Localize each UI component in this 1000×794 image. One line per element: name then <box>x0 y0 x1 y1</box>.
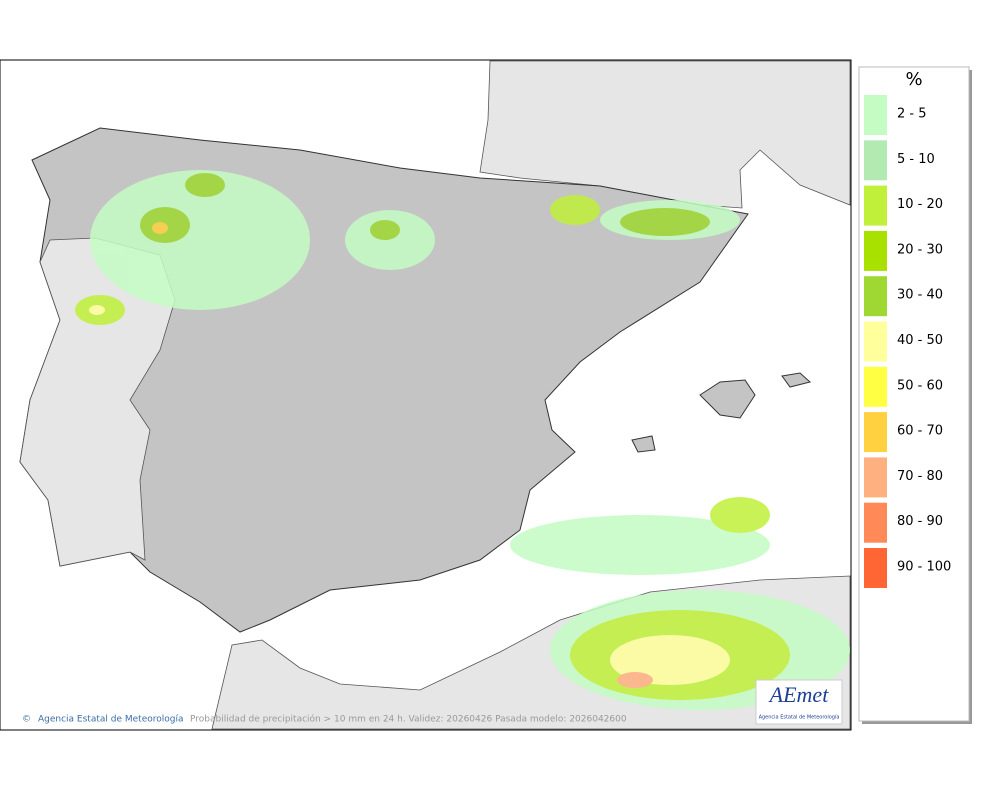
legend-swatch <box>864 457 887 498</box>
precip-area <box>550 195 600 225</box>
legend-label: 40 - 50 <box>897 333 943 348</box>
legend-swatch <box>864 321 887 362</box>
legend: % 2 - 5 5 - 10 10 - 20 20 - 30 30 - 40 40 - 5… <box>858 66 972 724</box>
mallorca <box>699 379 756 419</box>
menorca <box>781 372 812 388</box>
legend-label: 5 - 10 <box>897 152 935 167</box>
precip-area <box>185 173 225 197</box>
france <box>479 60 851 209</box>
legend-swatch <box>864 412 887 453</box>
map: © Agencia Estatal de Meteorología Probab… <box>0 59 852 731</box>
precip-area <box>152 222 168 234</box>
legend-swatch <box>864 548 887 588</box>
legend-swatch <box>864 366 887 407</box>
legend-label: 10 - 20 <box>897 197 943 212</box>
legend-swatch <box>864 502 887 543</box>
caption: Probabilidad de precipitación > 10 mm en… <box>190 714 627 725</box>
legend-swatch <box>864 230 887 271</box>
logo-text: AEmet <box>768 682 830 707</box>
ibiza <box>631 435 656 453</box>
legend-label: 20 - 30 <box>897 242 943 257</box>
legend-swatch <box>864 185 887 226</box>
legend-title: % <box>905 69 922 90</box>
precip-area <box>90 170 310 310</box>
precip-area <box>510 515 770 575</box>
legend-label: 60 - 70 <box>897 424 943 439</box>
logo-subtitle: Agencia Estatal de Meteorología <box>759 714 840 721</box>
precip-area <box>370 220 400 240</box>
logo: AEmet Agencia Estatal de Meteorología <box>755 679 843 725</box>
precip-area <box>710 497 770 533</box>
legend-label: 30 - 40 <box>897 288 943 303</box>
legend-label: 80 - 90 <box>897 514 943 529</box>
precip-area <box>617 672 653 688</box>
legend-swatch <box>864 95 887 135</box>
credit: Agencia Estatal de Meteorología <box>38 715 184 725</box>
legend-label: 70 - 80 <box>897 469 943 484</box>
precip-area <box>620 208 710 236</box>
legend-label: 50 - 60 <box>897 378 943 393</box>
precip-area <box>89 305 105 315</box>
precip-area <box>345 210 435 270</box>
legend-swatch <box>864 140 887 181</box>
credit-icon: © <box>22 715 31 725</box>
legend-label: 2 - 5 <box>897 107 927 122</box>
legend-swatch <box>864 276 887 317</box>
legend-label: 90 - 100 <box>897 560 951 575</box>
logo-box <box>755 679 843 725</box>
